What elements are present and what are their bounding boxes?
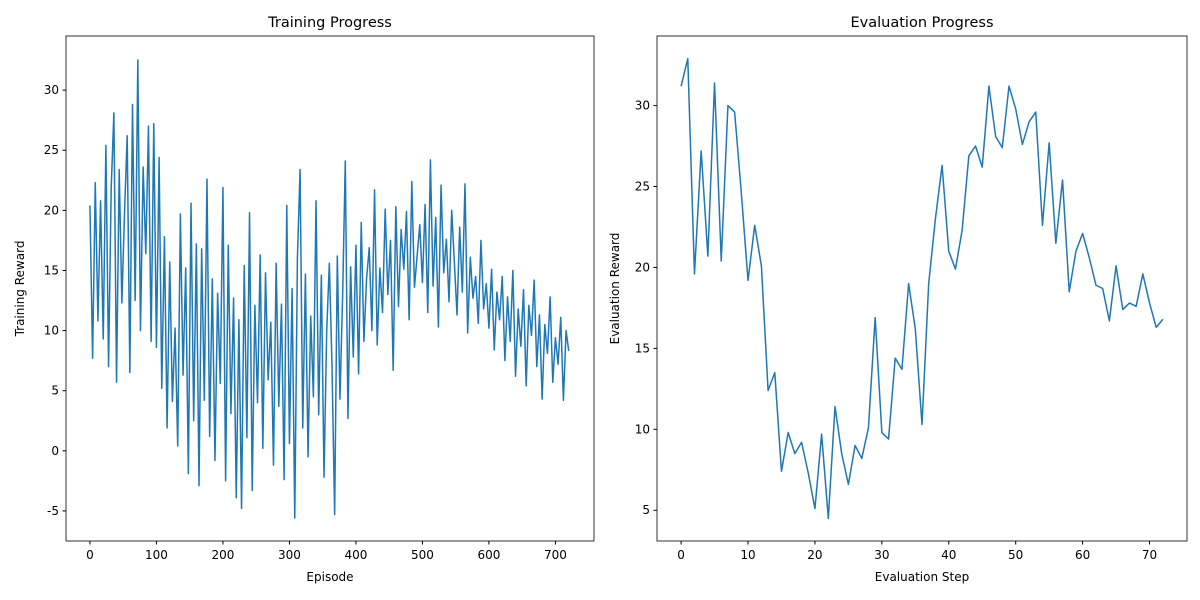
x-axis-label: Evaluation Step [875, 570, 969, 584]
y-tick-label: 10 [635, 422, 650, 436]
y-tick-label: 20 [44, 203, 59, 217]
x-tick-label: 60 [1075, 548, 1090, 562]
data-line [680, 57, 1164, 520]
x-tick-label: 0 [677, 548, 685, 562]
y-tick-label: 10 [44, 324, 59, 338]
x-tick-label: 0 [86, 548, 94, 562]
y-tick-label: 30 [635, 99, 650, 113]
y-tick-label: 20 [635, 260, 650, 274]
x-tick-label: 500 [411, 548, 434, 562]
x-tick-label: 10 [740, 548, 755, 562]
x-axis-label: Episode [306, 570, 353, 584]
x-tick-label: 30 [874, 548, 889, 562]
data-line [89, 59, 570, 519]
x-tick-label: 700 [544, 548, 567, 562]
x-tick-label: 100 [145, 548, 168, 562]
chart-title: Evaluation Progress [851, 15, 994, 31]
chart-title: Training Progress [267, 15, 392, 31]
x-tick-label: 40 [941, 548, 956, 562]
y-tick-label: 25 [44, 143, 59, 157]
y-tick-label: 0 [51, 444, 59, 458]
x-tick-label: 300 [278, 548, 301, 562]
y-tick-label: 15 [44, 263, 59, 277]
y-axis-label: Training Reward [13, 241, 27, 338]
x-tick-label: 600 [477, 548, 500, 562]
axes-frame [656, 35, 1188, 542]
x-tick-label: 70 [1142, 548, 1157, 562]
x-tick-label: 200 [211, 548, 234, 562]
y-tick-label: 5 [642, 503, 650, 517]
axes-frame [65, 35, 595, 542]
x-tick-label: 50 [1008, 548, 1023, 562]
y-tick-label: 15 [635, 341, 650, 355]
y-axis-label: Evaluation Reward [608, 233, 622, 345]
y-tick-label: 5 [51, 384, 59, 398]
y-tick-label: 30 [44, 83, 59, 97]
x-tick-label: 400 [344, 548, 367, 562]
x-tick-label: 20 [807, 548, 822, 562]
y-tick-label: -5 [47, 504, 59, 518]
y-tick-label: 25 [635, 180, 650, 194]
